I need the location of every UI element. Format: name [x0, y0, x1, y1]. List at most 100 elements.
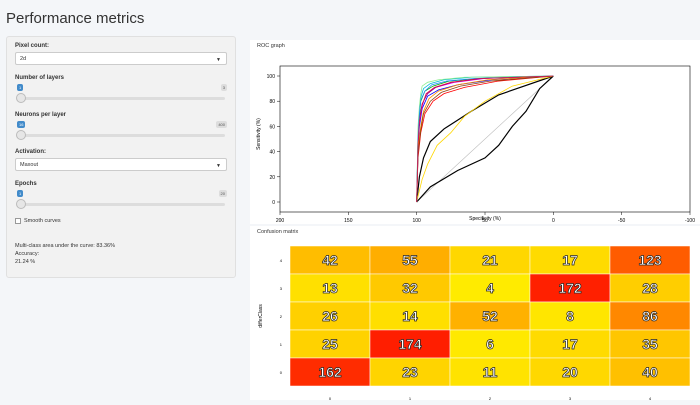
roc-chart: 200 150 100 50 0 -50 -100 0 20 40 60 80 100 Specifici…: [256, 65, 695, 224]
epochs-handle[interactable]: [16, 199, 26, 209]
x-tick-label: 1: [409, 396, 412, 400]
epochs-current-value: 1: [17, 190, 24, 197]
activation-label: Activation:: [15, 149, 47, 155]
heatmap-cell: [289, 273, 371, 303]
heatmap-cell: [369, 301, 451, 331]
roc-curve-0: [416, 75, 554, 203]
y-tick-label: 100: [267, 74, 276, 80]
confusion-matrix-panel: Confusion matrix 42 55 21 17 123 13 32 4 172 28 26…: [250, 226, 700, 401]
heatmap-cell: [609, 245, 691, 275]
roc-panel: ROC graph 200 150 100 50 0 -50 -100 0 20 40 60 80 10…: [250, 40, 700, 224]
heatmap-value: 26: [322, 308, 338, 324]
heatmap-value: 86: [642, 308, 658, 324]
x-tick-label: 4: [649, 396, 652, 400]
y-tick-label: 2: [280, 314, 283, 319]
heatmap-cell: [289, 245, 371, 275]
x-tick-label: 3: [569, 396, 572, 400]
heatmap-cell: [609, 273, 691, 303]
x-tick-label: -100: [685, 218, 695, 222]
roc-curve-10: [416, 75, 554, 203]
neurons-handle[interactable]: [16, 130, 26, 140]
pixel-count-value: 2d: [20, 56, 27, 62]
heatmap-value: 35: [642, 336, 658, 352]
activation-value: Maxout: [20, 162, 39, 168]
heatmap-value: 174: [398, 336, 422, 352]
x-tick-label: 200: [276, 218, 285, 222]
heatmap-value: 55: [402, 252, 418, 268]
y-tick-label: 20: [269, 175, 275, 181]
heatmap-value: 42: [322, 252, 338, 268]
roc-curve-11: [416, 75, 554, 203]
accuracy-value: 21.24 %: [15, 259, 36, 265]
activation-select[interactable]: Maxout ▼: [15, 158, 227, 171]
heatmap-cell: [369, 357, 451, 387]
heatmap-cell: [529, 301, 611, 331]
heatmap-cell: [369, 245, 451, 275]
heatmap-value: 17: [562, 252, 578, 268]
y-tick-label: 0: [272, 200, 275, 206]
y-tick-label: 0: [280, 370, 283, 375]
y-tick-label: 60: [269, 124, 275, 130]
heatmap-cell: [289, 357, 371, 387]
heatmap-value: 21: [482, 252, 498, 268]
x-tick-label: -50: [618, 218, 625, 222]
heatmap-value: 40: [642, 364, 658, 380]
heatmap-value: 17: [562, 336, 578, 352]
heatmap-value: 28: [642, 280, 658, 296]
heatmap-cell: [609, 357, 691, 387]
roc-curve-12: [416, 75, 554, 203]
epochs-label: Epochs: [15, 181, 37, 187]
y-tick-label: 80: [269, 99, 275, 105]
heatmap-value: 4: [486, 280, 494, 296]
y-axis-label: differClass: [258, 304, 264, 328]
roc-curve-2: [416, 75, 554, 203]
heatmap-cell: [449, 329, 531, 359]
heatmap-value: 32: [402, 280, 418, 296]
neurons-track[interactable]: [19, 134, 225, 137]
smooth-curves-row[interactable]: Smooth curves: [15, 218, 227, 224]
heatmap-cell: [449, 245, 531, 275]
pixel-count-select[interactable]: 2d ▼: [15, 52, 227, 65]
heatmap-cell: [529, 273, 611, 303]
confusion-matrix-title: Confusion matrix: [257, 229, 299, 235]
heatmap-value: 20: [562, 364, 578, 380]
layers-track[interactable]: [19, 97, 225, 100]
heatmap-cell: [529, 357, 611, 387]
heatmap-cell: [289, 301, 371, 331]
pixel-count-label: Pixel count:: [15, 43, 50, 49]
y-tick-label: 3: [280, 286, 283, 291]
heatmap-value: 52: [482, 308, 498, 324]
epochs-track[interactable]: [19, 203, 225, 206]
heatmap-value: 123: [638, 252, 662, 268]
roc-curve-13: [416, 75, 554, 203]
heatmap-cell: [449, 357, 531, 387]
x-tick-label: 50: [482, 218, 488, 222]
heatmap-value: 14: [402, 308, 418, 324]
heatmap-cell: [609, 329, 691, 359]
roc-curve-1: [416, 75, 554, 203]
heatmap-value: 25: [322, 336, 338, 352]
heatmap-cell: [289, 329, 371, 359]
auc-text: Multi-class area under the curve: 83.36%: [15, 243, 115, 249]
heatmap-cell: [609, 301, 691, 331]
heatmap-cell: [449, 301, 531, 331]
heatmap-value: 8: [566, 308, 574, 324]
neurons-slider[interactable]: 16 400: [15, 121, 227, 143]
x-tick-label: 2: [489, 396, 492, 400]
layers-handle[interactable]: [16, 93, 26, 103]
y-axis-label: Sensitivity (%): [256, 118, 262, 150]
x-tick-label: 0: [552, 218, 555, 222]
x-axis-label: Specificity (%): [469, 216, 501, 222]
layers-current-value: 1: [17, 84, 24, 91]
x-tick-label: 150: [344, 218, 353, 222]
y-tick-label: 40: [269, 150, 275, 156]
smooth-curves-checkbox[interactable]: [15, 218, 21, 224]
heatmap-value: 13: [322, 280, 338, 296]
neurons-max-value: 400: [216, 121, 227, 128]
page-title: Performance metrics: [6, 10, 145, 27]
layers-slider[interactable]: 1 3: [15, 84, 227, 106]
heatmap-value: 172: [558, 280, 582, 296]
epochs-slider[interactable]: 1 20: [15, 190, 227, 212]
accuracy-label: Accuracy:: [15, 251, 40, 257]
